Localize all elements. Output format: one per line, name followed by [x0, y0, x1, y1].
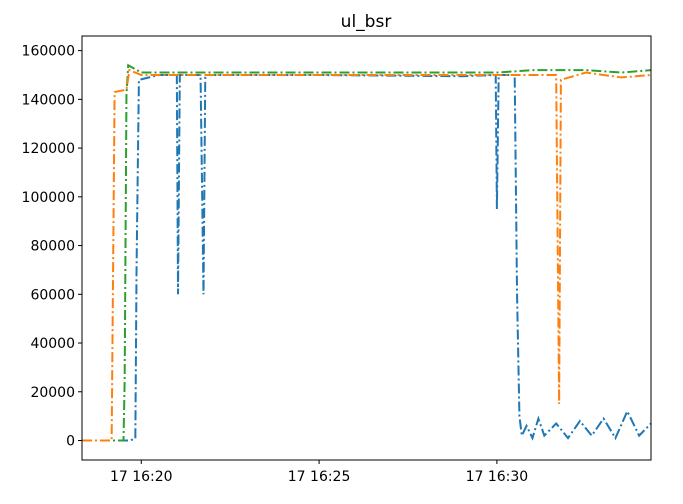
series-line-1 [82, 75, 651, 441]
y-tick-label: 40000 [30, 336, 75, 352]
y-tick-label: 100000 [22, 190, 75, 206]
y-tick-label: 60000 [30, 287, 75, 303]
x-tick-label: 17 16:25 [288, 469, 351, 485]
x-tick-label: 17 16:20 [110, 469, 173, 485]
series-line-2 [82, 70, 651, 440]
y-tick-label: 0 [66, 434, 75, 450]
y-tick-label: 160000 [22, 44, 75, 60]
y-tick-label: 140000 [22, 92, 75, 108]
y-tick-label: 20000 [30, 385, 75, 401]
plot-frame [82, 36, 651, 460]
series-line-3 [82, 65, 651, 440]
y-tick-label: 80000 [30, 239, 75, 255]
chart-title: ul_bsr [341, 12, 392, 32]
x-tick-label: 17 16:30 [466, 469, 529, 485]
plot-layer [82, 65, 651, 440]
y-tick-label: 120000 [22, 141, 75, 157]
